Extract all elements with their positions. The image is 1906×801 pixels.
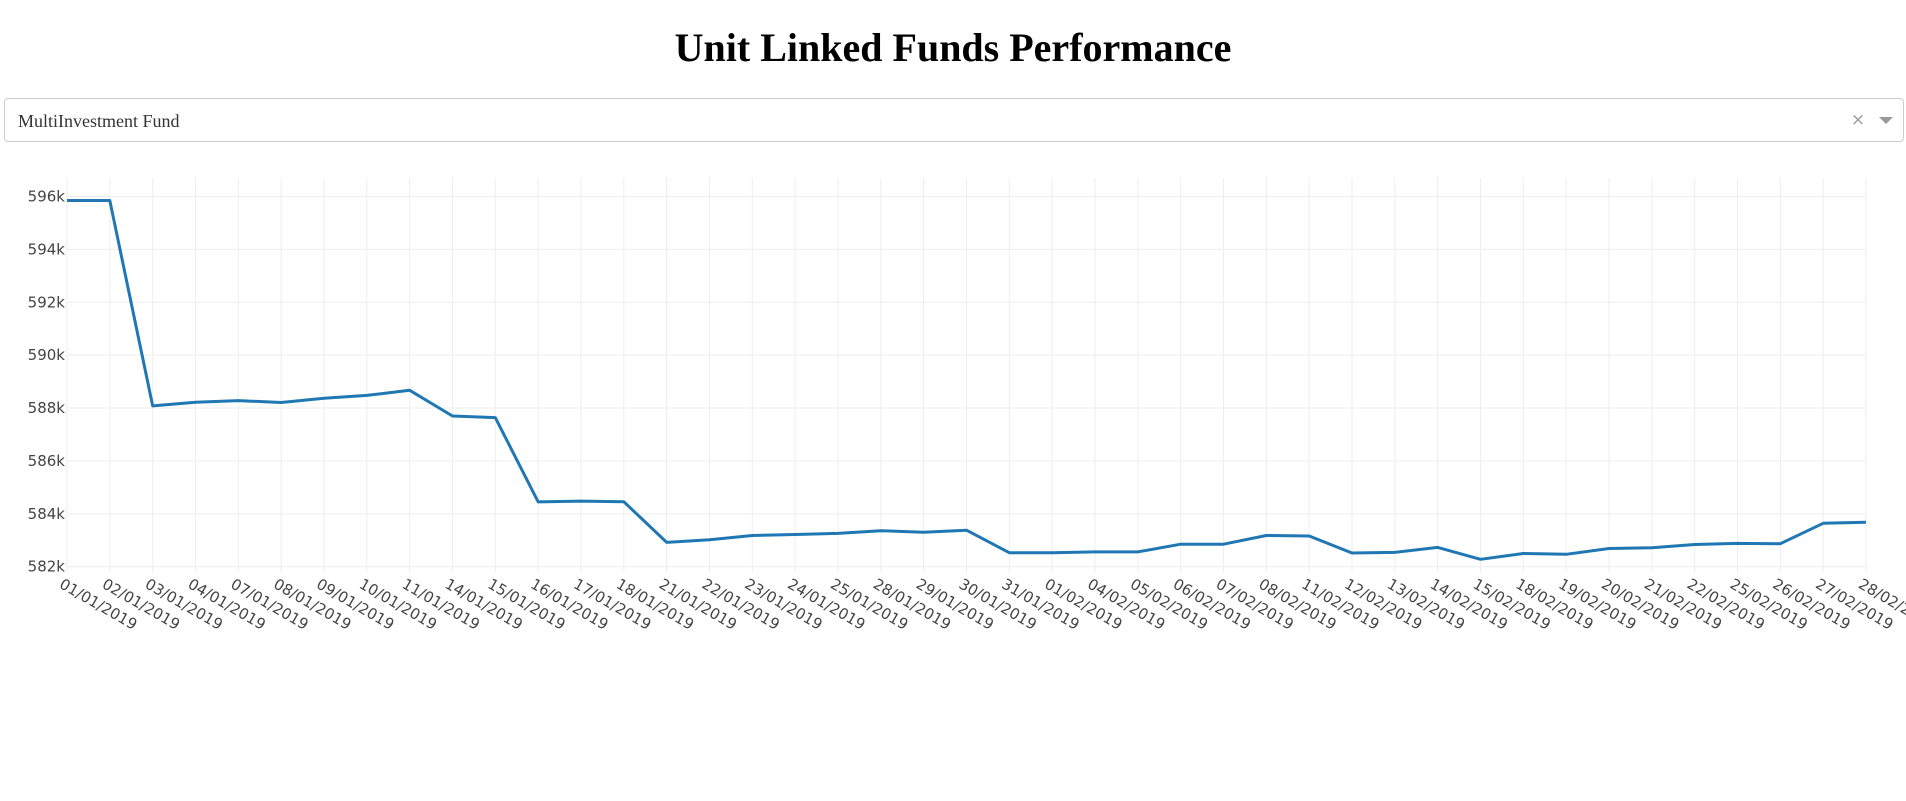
x-axis: 01/01/201902/01/201903/01/201904/01/2019… — [56, 575, 1906, 634]
data-point[interactable] — [491, 414, 499, 422]
data-point[interactable] — [63, 196, 71, 204]
y-tick-label: 586k — [28, 452, 66, 470]
data-point[interactable] — [363, 391, 371, 399]
y-axis: 582k 584k 586k 588k 590k 592k 594k 596k — [28, 188, 66, 576]
page-title: Unit Linked Funds Performance — [674, 25, 1232, 70]
data-point[interactable] — [1648, 544, 1656, 552]
data-point[interactable] — [748, 532, 756, 540]
data-point[interactable] — [192, 398, 200, 406]
data-point[interactable] — [149, 402, 157, 410]
data-point[interactable] — [963, 526, 971, 534]
data-point[interactable] — [1220, 540, 1228, 548]
y-tick-label: 596k — [28, 188, 66, 206]
data-point[interactable] — [620, 498, 628, 506]
data-point[interactable] — [791, 530, 799, 538]
clear-icon[interactable]: × — [1850, 110, 1866, 130]
fund-dropdown-value: MultiInvestment Fund — [18, 111, 180, 131]
data-point[interactable] — [706, 536, 714, 544]
data-point[interactable] — [106, 196, 114, 204]
data-point[interactable] — [1562, 550, 1570, 558]
grid-layer — [66, 178, 1867, 572]
data-point[interactable] — [1605, 544, 1613, 552]
y-tick-label: 582k — [28, 558, 66, 576]
data-point[interactable] — [1691, 540, 1699, 548]
data-point[interactable] — [320, 394, 328, 402]
data-point[interactable] — [449, 412, 457, 420]
data-point[interactable] — [1348, 549, 1356, 557]
data-point[interactable] — [1519, 549, 1527, 557]
data-point[interactable] — [534, 498, 542, 506]
data-point[interactable] — [1819, 519, 1827, 527]
y-tick-label: 592k — [28, 293, 66, 311]
y-tick-label: 584k — [28, 505, 66, 523]
data-point[interactable] — [663, 538, 671, 546]
data-point[interactable] — [577, 497, 585, 505]
data-point[interactable] — [1177, 540, 1185, 548]
data-point[interactable] — [1477, 555, 1485, 563]
data-point[interactable] — [1305, 532, 1313, 540]
data-point[interactable] — [406, 386, 414, 394]
series-line — [67, 199, 1867, 561]
data-point[interactable] — [1391, 548, 1399, 556]
fund-performance-chart: 582k 584k 586k 588k 590k 592k 594k 596k 01/01/2… — [0, 170, 1906, 650]
fund-dropdown[interactable]: MultiInvestment Fund × — [4, 98, 1904, 142]
chart-svg: 582k 584k 586k 588k 590k 592k 594k 596k 01/01/2… — [28, 178, 1906, 634]
data-point[interactable] — [834, 529, 842, 537]
data-point[interactable] — [1134, 548, 1142, 556]
data-point[interactable] — [1048, 549, 1056, 557]
data-point[interactable] — [1776, 540, 1784, 548]
data-point[interactable] — [877, 527, 885, 535]
data-point[interactable] — [1005, 549, 1013, 557]
data-point[interactable] — [234, 397, 242, 405]
data-point[interactable] — [920, 528, 928, 536]
data-point[interactable] — [1434, 543, 1442, 551]
data-point[interactable] — [1862, 518, 1870, 526]
y-tick-label: 590k — [28, 346, 66, 364]
chevron-down-icon[interactable] — [1879, 117, 1893, 124]
data-point[interactable] — [1734, 539, 1742, 547]
data-point[interactable] — [1091, 548, 1099, 556]
data-point[interactable] — [277, 399, 285, 407]
y-tick-label: 594k — [28, 240, 66, 258]
data-point[interactable] — [1262, 532, 1270, 540]
y-tick-label: 588k — [28, 399, 66, 417]
series-layer — [63, 196, 1870, 563]
